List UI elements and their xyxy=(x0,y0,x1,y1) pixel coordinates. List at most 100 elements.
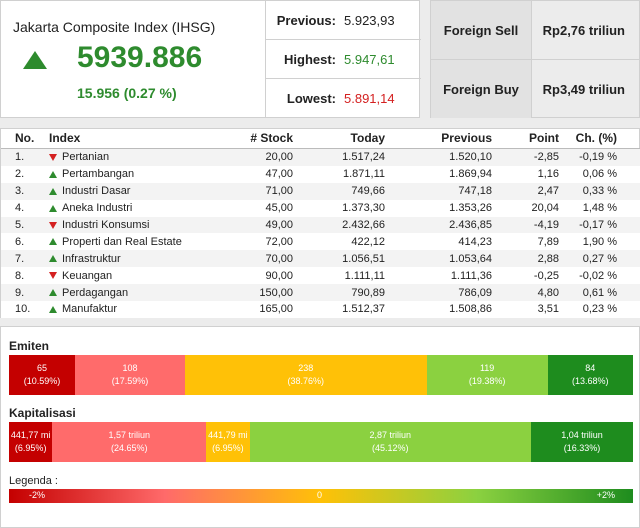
row-stock: 90,00 xyxy=(265,269,293,282)
foreign-buy-row: Foreign Buy Rp3,49 triliun xyxy=(431,60,639,118)
row-stock: 165,00 xyxy=(259,303,293,316)
foreign-trade-panel: Foreign Sell Rp2,76 triliun Foreign Buy … xyxy=(430,0,640,118)
row-index-name: Properti dan Real Estate xyxy=(49,233,225,250)
row-no: 2. xyxy=(15,168,25,181)
emiten-bar: 65 (10.59%) 108 (17.59%) 238 (38.76%) 119 (19.3… xyxy=(9,355,633,395)
row-index-name: Industri Dasar xyxy=(49,183,225,200)
row-point: 2,47 xyxy=(537,185,559,198)
row-stock: 72,00 xyxy=(265,235,293,248)
sector-table: No. Index # Stock Today Previous Point C… xyxy=(1,129,640,318)
row-index-name: Pertambangan xyxy=(49,166,225,183)
up-triangle-icon xyxy=(49,187,57,195)
row-point: -4,19 xyxy=(533,219,559,231)
row-point: -2,85 xyxy=(533,151,559,164)
row-today: 1.056,51 xyxy=(342,252,385,265)
emiten-segment-percent: (19.38%) xyxy=(468,376,506,386)
row-stock: 47,00 xyxy=(265,168,293,181)
row-change: 0,27 % xyxy=(582,252,617,265)
row-index-name: Perdagangan xyxy=(49,284,225,301)
emiten-segment: 84 (13.68%) xyxy=(547,355,633,395)
index-summary-panel: Jakarta Composite Index (IHSG) 5939.886 … xyxy=(0,0,421,118)
up-triangle-icon xyxy=(49,255,57,263)
emiten-title: Emiten xyxy=(9,339,50,353)
index-stats: Previous: 5.923,93 Highest: 5.947,61 Low… xyxy=(265,1,421,117)
row-index-name: Industri Konsumsi xyxy=(49,217,225,234)
lowest-label: Lowest: xyxy=(286,90,336,106)
down-triangle-icon xyxy=(49,221,57,229)
legend-title: Legenda : xyxy=(9,475,58,487)
legend-max: +2% xyxy=(596,490,615,500)
row-previous: 1.053,64 xyxy=(449,252,492,265)
emiten-segment-value: 65 xyxy=(37,363,48,373)
row-stock: 71,00 xyxy=(265,185,293,198)
row-today: 2.432,66 xyxy=(342,219,385,231)
kapitalisasi-segment-percent: (24.65%) xyxy=(111,443,148,453)
row-change: 0,23 % xyxy=(582,303,617,316)
legend-min: -2% xyxy=(29,490,46,500)
table-row: 7. Infrastruktur 70,00 1.056,51 1.053,64 2,88… xyxy=(1,250,640,268)
row-point: 1,16 xyxy=(537,168,559,181)
row-index-name: Keuangan xyxy=(49,267,225,284)
row-point: 20,04 xyxy=(531,202,559,215)
row-today: 1.517,24 xyxy=(342,151,385,164)
row-previous: 414,23 xyxy=(458,235,492,248)
highest-value: 5.947,61 xyxy=(344,51,395,67)
row-index-name: Manufaktur xyxy=(49,301,225,318)
legend-gradient: -2% 0 +2% xyxy=(9,489,633,503)
stat-lowest: Lowest: 5.891,14 xyxy=(266,79,421,117)
row-stock: 49,00 xyxy=(265,219,293,231)
row-point: 4,80 xyxy=(537,286,559,299)
col-no: No. xyxy=(1,129,49,149)
row-change: -0,19 % xyxy=(579,151,617,164)
kapitalisasi-bar: 441,77 mi (6.95%) 1,57 triliun (24.65%) 441,… xyxy=(9,422,633,462)
kapitalisasi-segment: 441,77 mi (6.95%) xyxy=(9,422,53,462)
row-index-name: Infrastruktur xyxy=(49,250,225,267)
emiten-segment: 65 (10.59%) xyxy=(9,355,76,395)
row-index-label: Pertanian xyxy=(62,151,110,164)
row-index-label: Industri Konsumsi xyxy=(62,219,150,231)
row-no: 7. xyxy=(15,252,25,265)
emiten-segment-value: 84 xyxy=(585,363,596,373)
table-header-row: No. Index # Stock Today Previous Point C… xyxy=(1,129,640,149)
row-previous: 1.869,94 xyxy=(449,168,492,181)
row-previous: 786,09 xyxy=(458,286,492,299)
stat-previous: Previous: 5.923,93 xyxy=(266,1,421,40)
foreign-sell-label: Foreign Sell xyxy=(431,1,532,59)
index-change: 15.956 (0.27 %) xyxy=(77,85,177,101)
row-no: 6. xyxy=(15,235,25,248)
down-triangle-icon xyxy=(49,154,57,162)
kapitalisasi-segment-value: 441,79 mi xyxy=(208,430,248,440)
up-arrow-icon xyxy=(23,51,47,69)
foreign-buy-label: Foreign Buy xyxy=(431,60,532,118)
down-triangle-icon xyxy=(49,272,57,280)
foreign-sell-row: Foreign Sell Rp2,76 triliun xyxy=(431,1,639,60)
row-index-name: Aneka Industri xyxy=(49,200,225,217)
col-stock: # Stock xyxy=(225,129,293,149)
kapitalisasi-segment: 1,57 triliun (24.65%) xyxy=(52,422,207,462)
emiten-segment-percent: (13.68%) xyxy=(572,376,609,386)
row-change: 1,90 % xyxy=(582,235,617,248)
row-index-label: Manufaktur xyxy=(62,303,118,316)
kapitalisasi-segment: 2,87 triliun (45.12%) xyxy=(249,422,532,462)
row-no: 4. xyxy=(15,202,25,215)
table-row: 4. Aneka Industri 45,00 1.373,30 1.353,26 20,… xyxy=(1,199,640,217)
row-stock: 150,00 xyxy=(259,286,293,299)
emiten-segment-percent: (38.76%) xyxy=(287,376,325,386)
market-breadth-panel: Emiten 65 (10.59%) 108 (17.59%) 238 (38.76%) 1… xyxy=(0,326,640,528)
col-index: Index xyxy=(49,129,225,149)
index-title: Jakarta Composite Index (IHSG) xyxy=(13,19,216,35)
row-previous: 1.111,36 xyxy=(450,269,492,282)
row-stock: 45,00 xyxy=(265,202,293,215)
foreign-buy-value: Rp3,49 triliun xyxy=(542,81,625,97)
up-triangle-icon xyxy=(49,289,57,297)
col-previous: Previous xyxy=(385,129,492,149)
kapitalisasi-segment-value: 1,04 triliun xyxy=(561,430,603,440)
row-previous: 1.520,10 xyxy=(449,151,492,164)
row-today: 1.512,37 xyxy=(342,303,385,316)
up-triangle-icon xyxy=(49,238,57,246)
row-change: -0,17 % xyxy=(579,219,617,231)
row-today: 1.373,30 xyxy=(342,202,385,215)
row-change: 1,48 % xyxy=(582,202,617,215)
row-no: 9. xyxy=(15,286,25,299)
kapitalisasi-segment-value: 1,57 triliun xyxy=(108,430,151,440)
